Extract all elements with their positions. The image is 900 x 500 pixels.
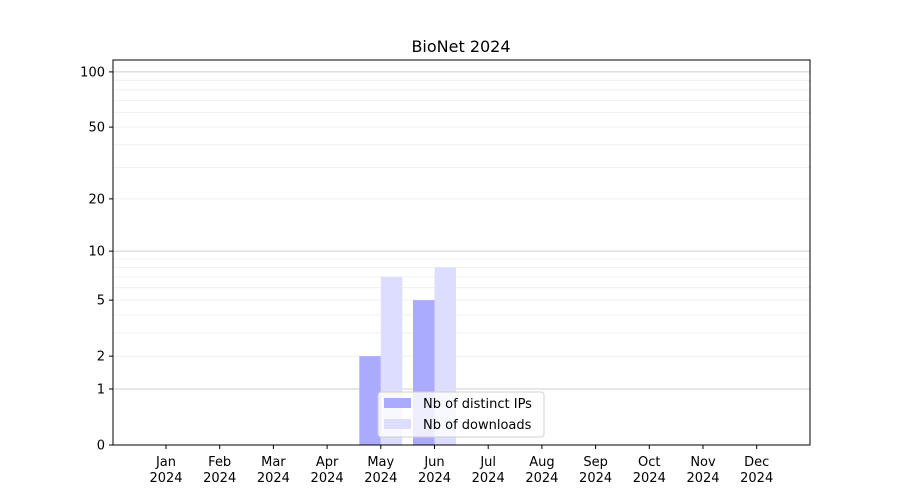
chart-title: BioNet 2024 <box>411 37 510 56</box>
legend-box <box>377 391 545 438</box>
y-tick-label: 100 <box>80 65 105 80</box>
y-tick-label: 1 <box>97 382 105 397</box>
legend-swatch <box>384 398 411 408</box>
x-tick-label: Nov 2024 <box>686 455 719 486</box>
bar-0-4 <box>359 356 381 445</box>
x-tick-label: Jul 2024 <box>472 455 505 486</box>
plot-frame <box>112 59 811 446</box>
y-tick-label: 10 <box>88 245 105 260</box>
x-tick-label: Sep 2024 <box>579 455 612 486</box>
y-tick-label: 50 <box>88 121 105 136</box>
y-tick-label: 0 <box>97 439 105 454</box>
x-tick-label: May 2024 <box>364 455 397 486</box>
x-tick-label: Jun 2024 <box>418 455 451 486</box>
x-tick-label: Apr 2024 <box>311 455 344 486</box>
y-tick-label: 2 <box>97 350 105 365</box>
x-tick-label: Aug 2024 <box>525 455 558 486</box>
x-tick-label: Dec 2024 <box>740 455 773 486</box>
legend-label: Nb of downloads <box>423 418 532 433</box>
x-tick-label: Feb 2024 <box>203 455 236 486</box>
y-tick-label: 5 <box>97 294 105 309</box>
x-tick-label: Oct 2024 <box>633 455 666 486</box>
x-tick-label: Jan 2024 <box>149 455 182 486</box>
legend-label: Nb of distinct IPs <box>423 397 532 412</box>
y-tick-label: 20 <box>88 192 105 207</box>
legend-swatch <box>384 419 411 429</box>
x-tick-label: Mar 2024 <box>257 455 290 486</box>
